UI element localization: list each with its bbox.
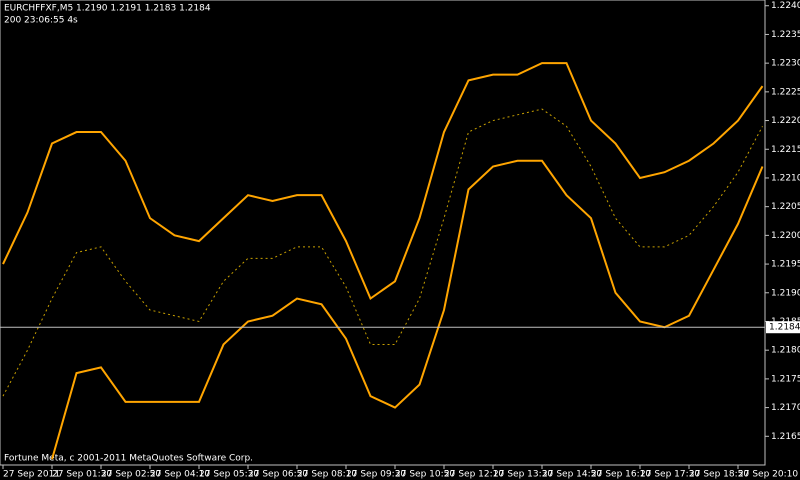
header-line: EURCHFFXF,M5 1.2190 1.2191 1.2183 1.2184 <box>4 4 211 14</box>
plot-frame <box>0 0 766 466</box>
band-line <box>2 62 764 301</box>
band-line <box>51 159 764 460</box>
x-tick-label: 27 Sep 06:50 <box>248 470 308 480</box>
x-tick-label: 27 Sep 16:10 <box>591 470 651 480</box>
y-tick-label: 1.2240 <box>771 1 800 11</box>
y-tick-label: 1.2170 <box>771 403 800 413</box>
x-tick-label: 27 Sep 09:30 <box>346 470 406 480</box>
y-tick-label: 1.2225 <box>771 87 800 97</box>
y-tick-label: 1.2230 <box>771 59 800 69</box>
x-tick-label: 27 Sep 02:50 <box>101 470 161 480</box>
x-tick-label: 27 Sep 13:30 <box>493 470 553 480</box>
x-tick-label: 27 Sep 2011 <box>3 470 60 480</box>
y-tick-label: 1.2190 <box>771 288 800 298</box>
y-tick-label: 1.2180 <box>771 346 800 356</box>
x-tick-label: 27 Sep 05:30 <box>199 470 259 480</box>
y-tick-label: 1.2200 <box>771 231 800 241</box>
x-tick-label: 27 Sep 20:10 <box>738 470 798 480</box>
x-tick-label: 27 Sep 18:50 <box>689 470 749 480</box>
y-tick-label: 1.2165 <box>771 432 800 442</box>
current-price-box <box>766 321 800 334</box>
y-tick-label: 1.2175 <box>771 374 800 384</box>
x-tick-label: 27 Sep 10:50 <box>395 470 455 480</box>
x-tick-label: 27 Sep 12:10 <box>444 470 504 480</box>
copyright: Fortune Meta, c 2001-2011 MetaQuotes Sof… <box>4 454 253 464</box>
band-line <box>2 108 763 397</box>
current-price-label: 1.2184 <box>769 323 800 333</box>
y-tick-label: 1.2210 <box>771 173 800 183</box>
x-tick-label: 27 Sep 04:10 <box>150 470 210 480</box>
x-tick-label: 27 Sep 08:10 <box>297 470 357 480</box>
y-tick-label: 1.2215 <box>771 145 800 155</box>
y-tick-label: 1.2205 <box>771 202 800 212</box>
y-tick-label: 1.2195 <box>771 260 800 270</box>
header-line: 200 23:06:55 4s <box>4 16 78 26</box>
x-tick-label: 27 Sep 17:30 <box>640 470 700 480</box>
y-tick-label: 1.2235 <box>771 30 800 40</box>
y-tick-label: 1.2220 <box>771 116 800 126</box>
x-tick-label: 27 Sep 01:30 <box>52 470 112 480</box>
x-tick-label: 27 Sep 14:50 <box>542 470 602 480</box>
